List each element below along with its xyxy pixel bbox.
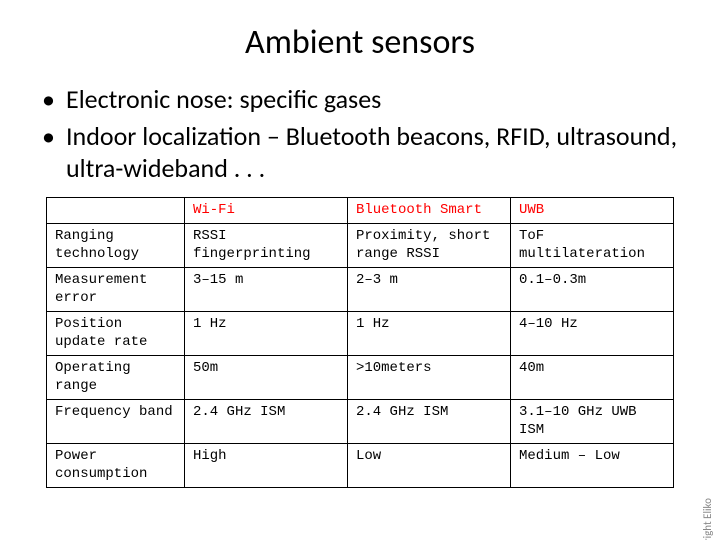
table-cell: Power consumption (47, 444, 185, 488)
bullet-item: Indoor localization – Bluetooth beacons,… (40, 120, 680, 185)
table-cell: Measurement error (47, 268, 185, 312)
table-header-cell: Bluetooth Smart (347, 197, 510, 224)
table-cell: Frequency band (47, 400, 185, 444)
table-header-cell: UWB (510, 197, 673, 224)
table-cell: Operating range (47, 356, 185, 400)
comparison-table-container: Wi-Fi Bluetooth Smart UWB Ranging techno… (46, 197, 674, 489)
table-cell: >10meters (347, 356, 510, 400)
image-credit: Image copyright Eliko (701, 498, 714, 540)
table-cell: High (184, 444, 347, 488)
table-cell: 3.1–10 GHz UWB ISM (510, 400, 673, 444)
table-cell: Proximity, short range RSSI (347, 224, 510, 268)
table-cell: 3–15 m (184, 268, 347, 312)
table-cell: 1 Hz (347, 312, 510, 356)
table-cell: 40m (510, 356, 673, 400)
bullet-item: Electronic nose: specific gases (40, 83, 680, 116)
table-cell: Low (347, 444, 510, 488)
table-cell: 50m (184, 356, 347, 400)
table-header-cell (47, 197, 185, 224)
table-cell: RSSI fingerprinting (184, 224, 347, 268)
table-header-row: Wi-Fi Bluetooth Smart UWB (47, 197, 674, 224)
table-row: Operating range 50m >10meters 40m (47, 356, 674, 400)
table-cell: 4–10 Hz (510, 312, 673, 356)
table-header-cell: Wi-Fi (184, 197, 347, 224)
table-row: Power consumption High Low Medium – Low (47, 444, 674, 488)
table-cell: 0.1–0.3m (510, 268, 673, 312)
table-cell: 2–3 m (347, 268, 510, 312)
table-cell: 2.4 GHz ISM (184, 400, 347, 444)
table-row: Measurement error 3–15 m 2–3 m 0.1–0.3m (47, 268, 674, 312)
table-cell: Medium – Low (510, 444, 673, 488)
slide-title: Ambient sensors (0, 22, 720, 63)
table-row: Frequency band 2.4 GHz ISM 2.4 GHz ISM 3… (47, 400, 674, 444)
table-cell: Position update rate (47, 312, 185, 356)
comparison-table: Wi-Fi Bluetooth Smart UWB Ranging techno… (46, 197, 674, 489)
table-row: Position update rate 1 Hz 1 Hz 4–10 Hz (47, 312, 674, 356)
table-cell: Ranging technology (47, 224, 185, 268)
table-row: Ranging technology RSSI fingerprinting P… (47, 224, 674, 268)
table-cell: 2.4 GHz ISM (347, 400, 510, 444)
table-cell: 1 Hz (184, 312, 347, 356)
table-cell: ToF multilateration (510, 224, 673, 268)
bullet-list: Electronic nose: specific gases Indoor l… (40, 83, 680, 185)
